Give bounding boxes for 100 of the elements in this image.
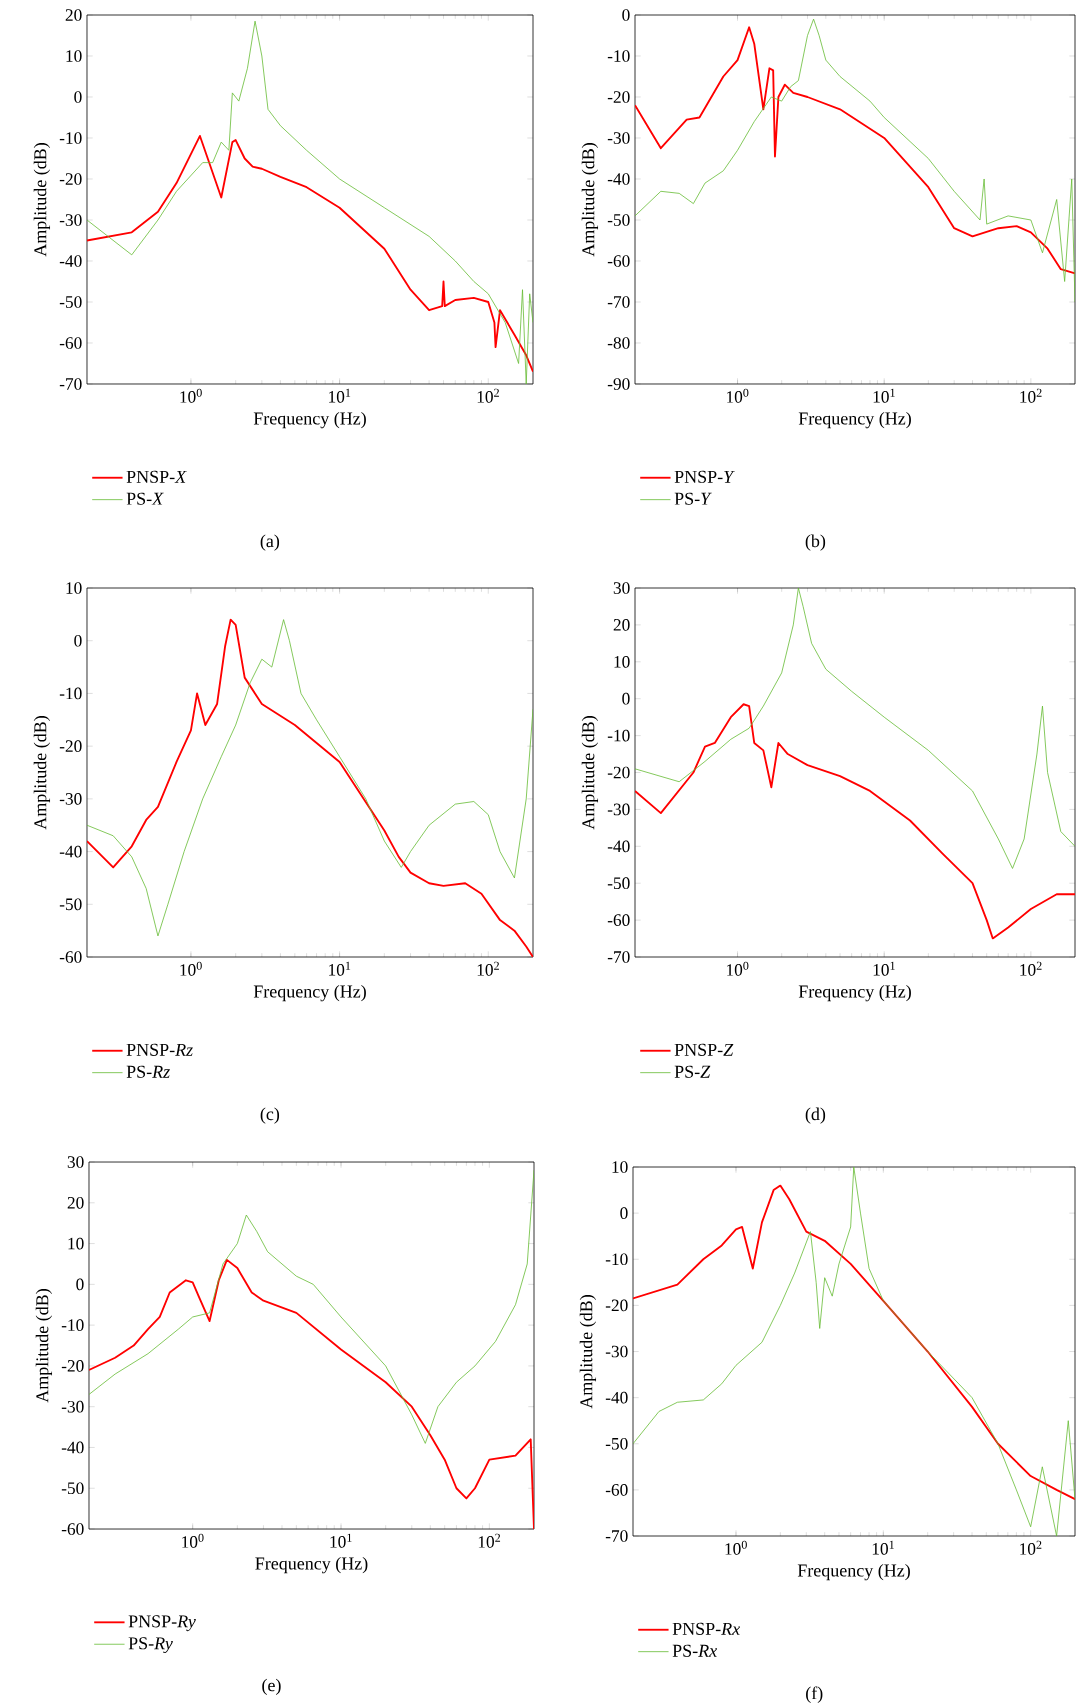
y-tick-label: 10 — [68, 1237, 84, 1250]
text: (c) — [260, 1107, 280, 1124]
y-tick-label: 0 — [622, 692, 630, 705]
y-tick-label: 0 — [76, 1278, 84, 1291]
y-tick-label: 0 — [622, 9, 630, 21]
y-tick-label: -70 — [607, 296, 630, 308]
x-axis-title: Frequency (Hz) — [798, 984, 911, 1002]
y-tick-label: -80 — [607, 337, 630, 349]
legend-label: PNSP-X — [126, 470, 187, 483]
y-tick-label: -50 — [59, 296, 82, 308]
x-tick-label: 10$^{0}$ — [180, 961, 202, 976]
y-tick-label: -70 — [607, 951, 630, 963]
y-tick-label: -60 — [607, 255, 630, 267]
x-axis-title: Frequency (Hz) — [253, 984, 366, 1002]
y-tick-label: -50 — [61, 1482, 84, 1495]
x-tick-label: 10$^{2}$ — [1020, 1540, 1042, 1555]
y-tick-label: 30 — [613, 582, 630, 594]
y-axis-title: Amplitude (dB) — [33, 716, 51, 830]
legend-label: PNSP-Ry — [128, 1615, 196, 1632]
y-tick-label: 20 — [67, 1196, 84, 1209]
y-tick-label: -60 — [607, 914, 630, 926]
y-tick-label: -30 — [605, 1345, 628, 1358]
y-axis-title: Amplitude (dB) — [33, 143, 51, 257]
y-tick-label: -20 — [59, 740, 82, 752]
x-tick-label: 10$^{0}$ — [727, 388, 749, 403]
y-tick-label: -50 — [59, 898, 82, 911]
y-tick-label: 10 — [66, 582, 82, 594]
y-tick-label: -20 — [607, 766, 630, 779]
y-tick-label: -90 — [607, 378, 630, 390]
y-tick-label: -60 — [59, 337, 82, 349]
y-tick-label: -30 — [59, 214, 82, 226]
y-tick-label: 20 — [613, 619, 630, 631]
y-tick-label: -70 — [605, 1530, 628, 1542]
x-axis-title: Frequency (Hz) — [255, 1556, 368, 1574]
x-tick-label: 10$^{2}$ — [477, 388, 499, 403]
x-tick-label: 10$^{2}$ — [478, 1533, 501, 1548]
x-axis-title: Frequency (Hz) — [253, 411, 366, 429]
y-tick-label: -20 — [605, 1299, 628, 1312]
legend-label: PS-Ry — [128, 1637, 173, 1654]
x-tick-label: 10$^{2}$ — [1020, 388, 1042, 403]
y-tick-label: 0 — [74, 91, 82, 103]
x-tick-label: 10$^{1}$ — [330, 1533, 352, 1548]
y-axis-title: Amplitude (dB) — [581, 716, 599, 830]
y-tick-label: 10 — [614, 655, 630, 668]
legend-label: PS-Z — [674, 1065, 711, 1078]
x-tick-label: 10$^{0}$ — [182, 1533, 204, 1548]
x-axis-title: Frequency (Hz) — [798, 411, 911, 429]
y-tick-label: -30 — [607, 132, 630, 144]
legend-label: PS-Rz — [126, 1065, 170, 1078]
y-tick-label: 10 — [66, 50, 82, 62]
legend-label: PNSP-Rx — [672, 1622, 741, 1635]
y-tick-label: -10 — [59, 132, 82, 144]
y-tick-label: -60 — [59, 951, 82, 963]
y-tick-label: 10 — [612, 1161, 628, 1173]
x-tick-label: 10$^{2}$ — [477, 961, 499, 976]
y-tick-label: -30 — [59, 793, 82, 805]
text: (b) — [805, 534, 826, 551]
y-axis-title: Amplitude (dB) — [35, 1289, 53, 1403]
legend-label: PS-Y — [674, 492, 712, 505]
legend-label: PNSP-Y — [674, 470, 735, 483]
y-tick-label: -10 — [605, 1253, 628, 1266]
x-tick-label: 10$^{1}$ — [329, 961, 351, 976]
y-tick-label: -10 — [607, 50, 630, 62]
y-axis-title: Amplitude (dB) — [581, 143, 599, 257]
text: (d) — [805, 1107, 826, 1124]
y-tick-label: -50 — [607, 877, 630, 890]
y-tick-label: 20 — [65, 9, 82, 21]
x-tick-label: 10$^{0}$ — [180, 388, 202, 403]
y-tick-label: -60 — [61, 1523, 84, 1535]
y-tick-label: -40 — [61, 1441, 84, 1454]
y-tick-label: -30 — [607, 803, 630, 816]
y-tick-label: 0 — [74, 634, 82, 647]
y-tick-label: -30 — [61, 1400, 84, 1413]
legend-label: PS-Rx — [672, 1644, 718, 1657]
legend-label: PNSP-Z — [674, 1043, 734, 1056]
y-tick-label: 0 — [620, 1207, 628, 1219]
x-tick-label: 10$^{1}$ — [873, 961, 895, 976]
y-tick-label: -40 — [59, 845, 82, 858]
y-tick-label: -20 — [61, 1360, 84, 1372]
x-axis-title: Frequency (Hz) — [797, 1563, 910, 1581]
x-tick-label: 10$^{0}$ — [727, 961, 749, 976]
y-tick-label: -10 — [607, 729, 630, 742]
y-tick-label: -50 — [605, 1437, 628, 1450]
x-tick-label: 10$^{1}$ — [873, 388, 895, 403]
text: (f) — [806, 1686, 823, 1703]
y-tick-label: -70 — [59, 378, 82, 390]
x-tick-label: 10$^{0}$ — [725, 1540, 747, 1555]
x-tick-label: 10$^{1}$ — [329, 388, 351, 403]
y-tick-label: -20 — [59, 173, 82, 185]
legend-label: PS-X — [126, 492, 164, 505]
y-tick-label: -60 — [605, 1484, 628, 1496]
y-tick-label: -10 — [59, 687, 82, 700]
text: (a) — [260, 534, 280, 551]
legend-label: PNSP-Rz — [126, 1043, 193, 1056]
y-tick-label: -20 — [607, 91, 630, 103]
text: (e) — [262, 1678, 281, 1695]
y-tick-label: -40 — [59, 255, 82, 267]
y-tick-label: -40 — [605, 1391, 628, 1404]
x-tick-label: 10$^{2}$ — [1020, 961, 1042, 976]
y-tick-label: -10 — [61, 1319, 84, 1331]
